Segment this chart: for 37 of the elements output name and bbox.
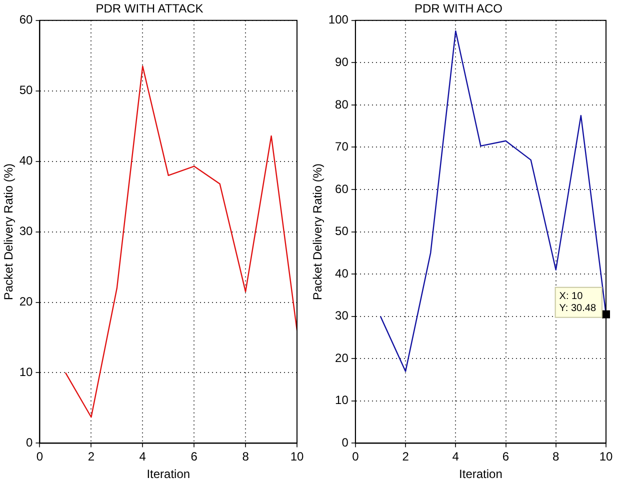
y-axis-title: Packet Delivery Ratio (%): [310, 163, 325, 300]
x-tick-label: 10: [599, 450, 613, 464]
chart-title: PDR WITH ACO: [414, 2, 503, 16]
y-tick-label: 40: [335, 266, 349, 280]
y-tick-label: 50: [335, 224, 349, 238]
annotation: X: 10 Y: 30.48: [559, 291, 596, 314]
x-tick-label: 0: [352, 450, 360, 464]
y-tick-label: 60: [335, 182, 349, 196]
x-tick-label: 4: [452, 450, 460, 464]
y-tick-label: 20: [19, 294, 34, 309]
x-tick-label: 2: [402, 450, 410, 464]
x-tick-label: 2: [88, 450, 95, 464]
x-tick-label: 8: [552, 450, 560, 464]
x-tick-label: 4: [139, 450, 146, 464]
y-tick-label: 0: [26, 436, 34, 450]
y-tick-label: 100: [328, 12, 349, 27]
y-axis-title: Packet Delivery Ratio (%): [2, 163, 16, 300]
y-tick-label: 90: [335, 54, 349, 69]
y-tick-label: 40: [19, 154, 34, 168]
y-tick-label: 20: [335, 350, 349, 365]
y-tick-label: 60: [19, 12, 34, 27]
x-tick-label: 6: [190, 450, 198, 464]
x-axis-title: Iteration: [146, 467, 190, 482]
y-tick-label: 50: [19, 83, 34, 98]
y-tick-label: 30: [335, 308, 349, 323]
x-tick-label: 6: [502, 450, 510, 464]
y-tick-label: 70: [335, 140, 349, 154]
chart-title: PDR WITH ATTACK: [96, 2, 204, 16]
x-tick-label: 10: [290, 450, 304, 464]
x-tick-label: 8: [242, 450, 250, 464]
x-tick-label: 0: [36, 450, 44, 464]
x-axis-title: Iteration: [459, 467, 502, 482]
y-tick-label: 10: [335, 393, 349, 408]
y-tick-label: 0: [342, 436, 349, 450]
y-tick-label: 80: [335, 97, 349, 112]
y-tick-label: 30: [19, 224, 34, 238]
y-tick-label: 10: [19, 365, 34, 380]
